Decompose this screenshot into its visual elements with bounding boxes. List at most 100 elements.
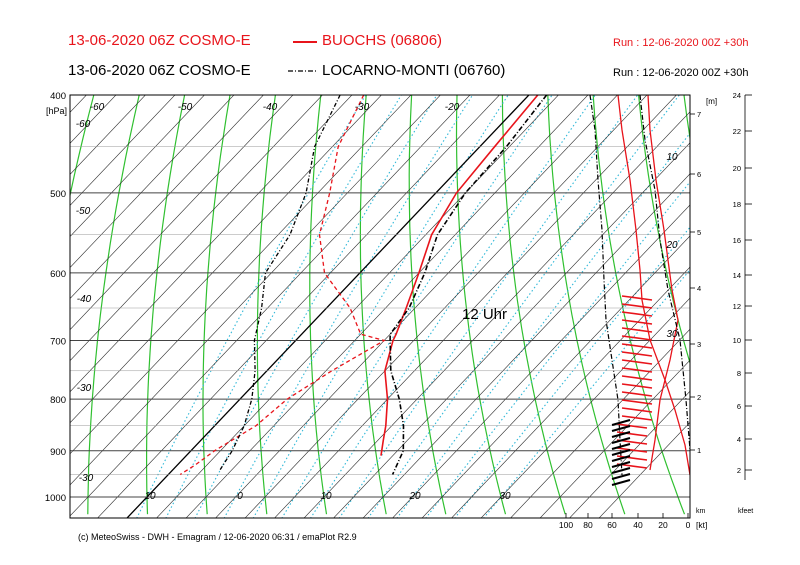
isotherm [70,95,117,144]
kfeet-tick-label: 20 [733,164,741,173]
kfeet-tick-label: 2 [737,466,741,475]
isotherm [539,359,690,518]
wind-tick-label: 60 [607,520,617,530]
temperature-label: -40 [263,102,278,113]
wind-barb-buochs [621,375,653,381]
wind-speed-locarno-2 [639,95,690,451]
station-locarno: LOCARNO-MONTI (06760) [322,62,506,79]
moist-adiabat [252,95,509,518]
dry-adiabat [309,95,328,515]
wind-barb-buochs [621,303,653,309]
temperature-label: 20 [408,491,421,502]
isotherm [362,173,690,518]
pressure-tick-label: 1000 [45,493,66,504]
wind-barb-locarno [611,419,631,426]
temperature-label: -30 [77,383,92,394]
series-0-temperature [380,95,539,456]
isotherm [0,73,19,519]
wind-barb-locarno [611,467,631,474]
wind-barb-locarno [611,473,631,480]
isotherm [70,95,176,206]
series-1-temperature [389,95,548,475]
isotherm [303,111,690,518]
isotherm [392,204,690,518]
isotherm [421,235,690,518]
height-tick-label: 3 [697,340,701,349]
wind-barb-buochs [621,351,653,357]
wind-speed-buochs [617,95,690,476]
temperature-label: -60 [90,102,105,113]
height-tick-label: 2 [697,393,701,402]
temperature-label: 10 [320,491,332,502]
temperature-label: -50 [178,102,193,113]
pressure-tick-label: 600 [50,269,66,280]
dry-adiabat [408,95,447,515]
wind-barb-buochs [621,367,653,373]
series-0-dewpoint [179,95,386,476]
wind-barb-buochs [621,415,653,421]
wind-barb-buochs [621,335,653,341]
isotherm [70,95,471,517]
wind-barb-buochs [621,407,653,413]
pressure-tick-label: 500 [50,189,66,200]
header-model-run-red: 13-06-2020 06Z COSMO-E [68,32,251,49]
wind-barb-buochs [621,391,653,397]
isotherm [70,95,264,300]
isotherm [0,73,49,519]
wind-barb-buochs [621,399,653,405]
temperature-label: -30 [79,473,94,484]
height-tick-label: 7 [697,110,701,119]
temperature-label: 30 [499,491,511,502]
kfeet-tick-label: 6 [737,402,741,411]
kfeet-tick-label: 8 [737,369,741,378]
moist-adiabat [136,95,367,518]
station-buochs: BUOCHS (06806) [322,32,443,49]
dry-adiabat [202,95,231,515]
temperature-label: 0 [237,491,243,502]
legend-locarno-label: LOCARNO-MONTI (06760) [322,62,505,79]
kfeet-tick-label: 4 [737,435,741,444]
annotation-12-uhr: 12 Uhr [462,306,508,323]
dry-adiabat [146,95,186,515]
kfeet-tick-label: 16 [733,236,741,245]
header-model-run-black: 13-06-2020 06Z COSMO-E [68,62,251,79]
dry-adiabat [87,95,140,515]
km-label: km [696,508,706,515]
moist-adiabat [223,95,474,518]
wind-barb-locarno [611,443,631,450]
temperature-label: -40 [77,294,92,305]
isotherm [333,142,690,518]
run-info-black: Run : 12-06-2020 00Z +30h [613,67,748,79]
kfeet-tick-label: 10 [733,336,741,345]
wind-barb-buochs [616,423,648,429]
dry-adiabat [501,95,566,515]
pressure-tick-label: 400 [50,91,66,102]
temperature-label: -20 [445,102,460,113]
wind-barb-buochs [616,431,648,437]
isotherm [215,95,618,518]
wind-barb-buochs [616,447,648,453]
kfeet-tick-label: 18 [733,200,741,209]
kt-label: [kt] [696,520,707,530]
isotherm [510,328,690,518]
run-info-black-text: Run : 12-06-2020 00Z +30h [613,67,749,79]
wind-barb-buochs [621,383,653,389]
wind-barb-buochs [621,359,653,365]
temperature-label: -30 [355,102,370,113]
dry-adiabat [637,95,690,365]
moist-adiabat [194,95,438,518]
wind-tick-label: 100 [559,520,573,530]
isotherm [480,297,690,518]
pressure-tick-label: 900 [50,447,66,458]
dry-adiabat [547,95,626,515]
wind-profile-label: 10 [666,152,678,163]
legend-buochs-label: BUOCHS (06806) [322,32,442,49]
isotherm [70,95,412,455]
dry-adiabat [359,95,387,515]
kfeet-tick-label: 22 [733,127,741,136]
isotherm [185,95,589,518]
wind-speed-buochs-2 [647,95,679,471]
wind-barb-buochs [621,343,653,349]
isotherm [598,421,690,518]
